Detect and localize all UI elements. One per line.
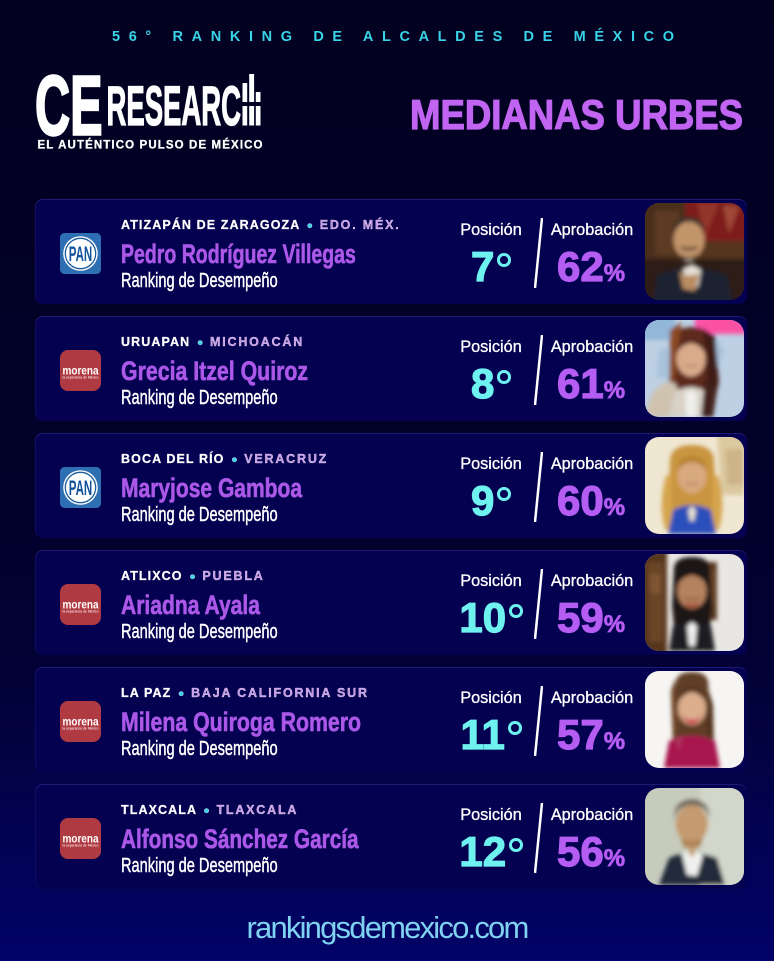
svg-text:PAN: PAN	[69, 242, 93, 266]
svg-text:morena: morena	[63, 832, 99, 846]
svg-text:56° RANKING DE ALCALDES DE MÉX: 56° RANKING DE ALCALDES DE MÉXICO	[112, 28, 680, 45]
svg-text:PAN: PAN	[69, 476, 93, 500]
svg-text:la esperanza de México: la esperanza de México	[63, 844, 99, 848]
svg-text:MEDIANAS URBES: MEDIANAS URBES	[410, 91, 743, 138]
svg-text:la esperanza de México: la esperanza de México	[63, 610, 99, 614]
svg-text:la esperanza de México: la esperanza de México	[63, 376, 99, 380]
svg-text:morena: morena	[63, 715, 99, 729]
svg-text:morena: morena	[63, 598, 99, 612]
svg-text:RESEARC: RESEARC	[107, 74, 242, 137]
svg-text:morena: morena	[63, 364, 99, 378]
svg-text:la esperanza de México: la esperanza de México	[63, 727, 99, 731]
svg-text:EL AUTÉNTICO PULSO DE MÉXICO: EL AUTÉNTICO PULSO DE MÉXICO	[38, 139, 263, 152]
svg-text:CE: CE	[35, 59, 103, 153]
